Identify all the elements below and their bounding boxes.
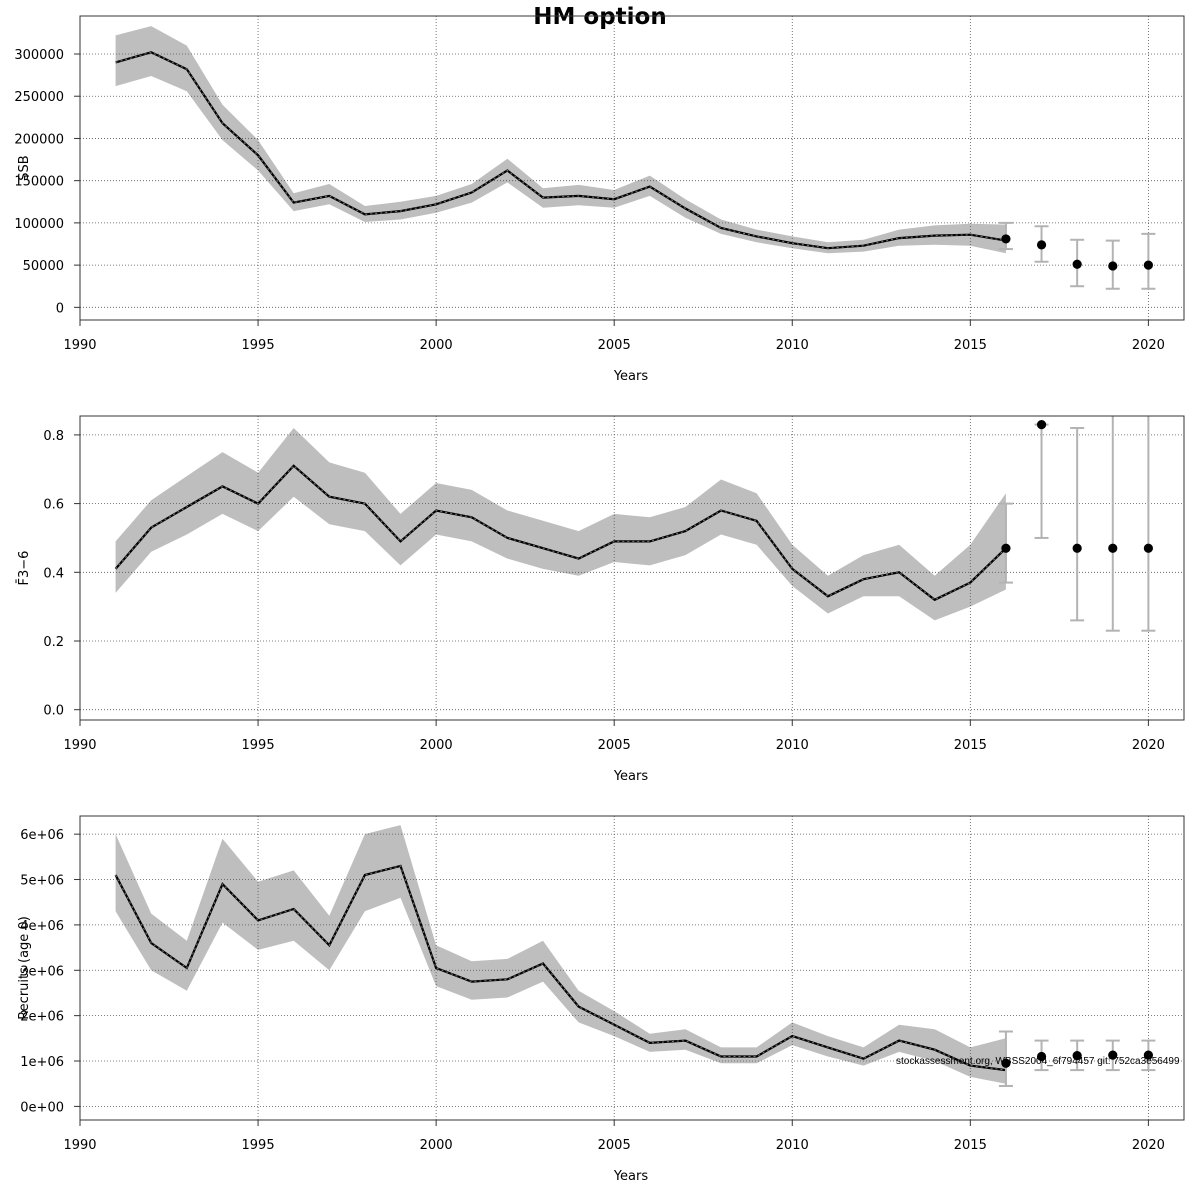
x-tick-label: 2005 [598, 1138, 631, 1153]
x-tick-label: 2000 [420, 1138, 453, 1153]
plot-layer: 1990 1995 2000 2005 2010 2015 2020 0e+00 1e+06 2e… [20, 815, 1185, 1153]
forecast-point [1036, 240, 1047, 250]
plot-frame [79, 815, 1185, 1121]
estimate-line-dash [115, 51, 1006, 249]
confidence-band [115, 26, 1006, 254]
plot-frame [79, 15, 1185, 321]
forecast-point [1143, 1050, 1153, 1060]
y-tick-label: 300000 [14, 48, 64, 63]
forecast-point [1108, 1050, 1118, 1060]
ssb-panel: 1990 1995 2000 2005 2010 2015 2020 0 50000 100000… [14, 15, 1185, 384]
y-tick-label: 0.8 [43, 429, 64, 444]
x-tick-label: 2010 [776, 338, 809, 353]
x-tick-label: 2005 [598, 738, 631, 753]
x-tick-label: 1995 [242, 1138, 275, 1153]
estimate-line-dash [115, 465, 1007, 601]
y-tick-label: 0e+00 [20, 1100, 64, 1115]
figure-title: HM option [533, 4, 666, 30]
estimate-line [114, 864, 1007, 1072]
x-tick-label: 2015 [954, 738, 987, 753]
x-axis-label: Years [613, 1169, 649, 1184]
forecast-point [1001, 1058, 1011, 1068]
y-tick-label: 1e+06 [20, 1055, 64, 1070]
forecast-point [1072, 543, 1082, 553]
forecast-point [1072, 1050, 1082, 1061]
x-tick-label: 1990 [63, 338, 96, 353]
x-tick-label: 2015 [954, 338, 987, 353]
plot-layer: 1990 1995 2000 2005 2010 2015 2020 0.0 0.2 0.4 0.6… [43, 415, 1185, 753]
y-tick-label: 50000 [23, 259, 64, 274]
x-tick-label: 1995 [242, 338, 275, 353]
y-tick-label: 0 [56, 301, 64, 316]
forecast-point [1001, 543, 1011, 553]
y-tick-label: 3e+06 [20, 964, 64, 979]
x-tick-label: 2020 [1132, 738, 1165, 753]
x-tick-label: 2020 [1132, 338, 1165, 353]
x-axis-label: Years [613, 369, 649, 384]
x-axis-label: Years [613, 769, 649, 784]
y-axis-label: SSB [17, 155, 32, 180]
x-tick-label: 1995 [242, 738, 275, 753]
y-tick-label: 250000 [14, 90, 64, 105]
forecast-point [1036, 1051, 1047, 1062]
y-tick-label: 0.6 [43, 498, 64, 513]
x-tick-label: 2010 [776, 1138, 809, 1153]
x-tick-label: 2000 [420, 338, 453, 353]
y-tick-label: 2e+06 [20, 1010, 64, 1025]
plot-layer: 1990 1995 2000 2005 2010 2015 2020 0 50000 100000… [14, 15, 1185, 353]
confidence-band [115, 428, 1006, 621]
y-tick-label: 0.0 [43, 704, 64, 719]
x-tick-label: 2015 [954, 1138, 987, 1153]
x-tick-label: 2005 [598, 338, 631, 353]
recruits-panel: 1990 1995 2000 2005 2010 2015 2020 0e+00 1e+06 2e… [17, 815, 1185, 1184]
forecast-point [1072, 259, 1082, 269]
confidence-band [115, 825, 1006, 1084]
y-axis-label: F̄3−6 [17, 551, 32, 586]
y-tick-label: 5e+06 [20, 874, 64, 889]
x-tick-label: 2010 [776, 738, 809, 753]
x-tick-label: 2020 [1132, 1138, 1165, 1153]
forecast-point [1001, 234, 1011, 244]
plot-frame [79, 415, 1185, 721]
forecast-point [1143, 543, 1153, 553]
y-axis-label: Recruits (age 0) [17, 916, 32, 1020]
x-tick-label: 2000 [420, 738, 453, 753]
y-tick-label: 200000 [14, 132, 64, 147]
x-tick-label: 1990 [63, 1138, 96, 1153]
watermark-text: stockassessment.org, WBSS2004_6f794457 g… [896, 1056, 1180, 1067]
y-tick-label: 0.2 [43, 635, 64, 650]
y-tick-label: 4e+06 [20, 919, 64, 934]
x-tick-label: 1990 [63, 738, 96, 753]
forecast-point [1108, 543, 1118, 553]
forecast-point [1143, 260, 1153, 270]
forecast-point [1108, 261, 1118, 271]
y-tick-label: 100000 [14, 217, 64, 232]
f-panel: 1990 1995 2000 2005 2010 2015 2020 0.0 0.2 0.4 0.6… [17, 415, 1185, 784]
y-tick-label: 6e+06 [20, 828, 64, 843]
y-tick-label: 150000 [14, 175, 64, 190]
y-tick-label: 0.4 [43, 566, 64, 581]
forecast-point [1036, 419, 1047, 430]
